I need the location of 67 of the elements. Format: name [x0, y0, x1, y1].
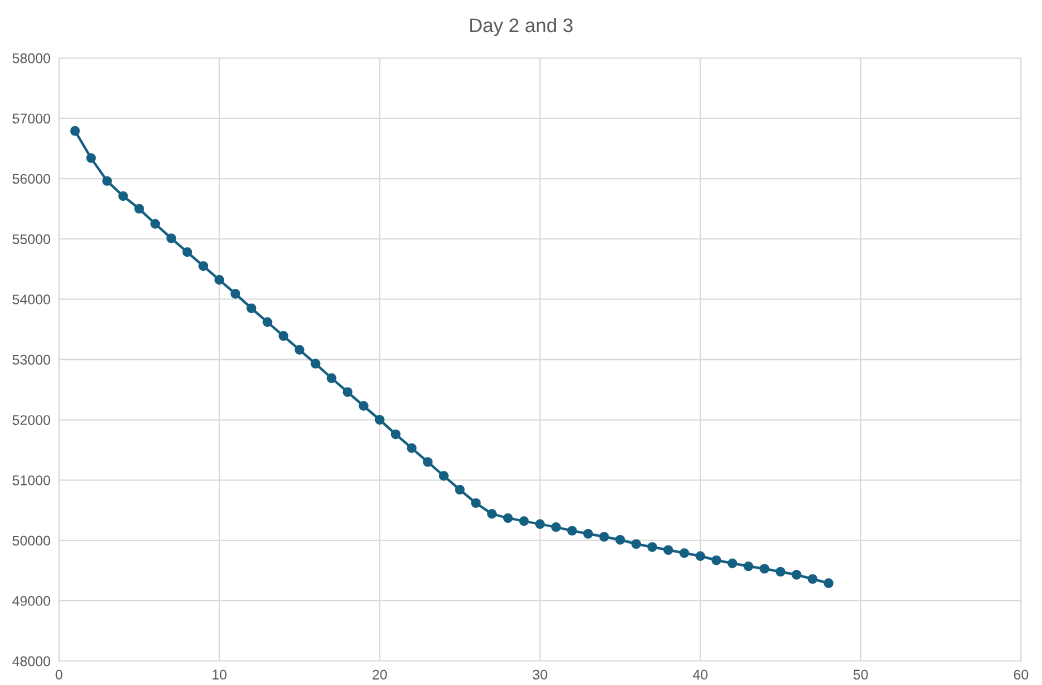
point [374, 414, 385, 425]
y-tick-label: 54000 [12, 294, 51, 305]
point [775, 566, 786, 577]
point [567, 525, 577, 536]
point [807, 574, 818, 584]
x-tick-label: 0 [55, 669, 63, 680]
y-tick-label: 48000 [12, 656, 51, 667]
y-tick-label: 57000 [12, 113, 51, 124]
point [759, 563, 770, 574]
point [823, 578, 834, 589]
x-tick-label: 30 [532, 669, 548, 680]
point [198, 261, 209, 271]
point [86, 153, 96, 163]
point [695, 551, 706, 561]
point [390, 429, 401, 440]
point [214, 275, 225, 285]
point [406, 443, 417, 454]
point [647, 542, 658, 552]
point [182, 247, 193, 258]
point [326, 373, 337, 384]
x-tick-label: 20 [372, 669, 387, 680]
point [519, 516, 529, 526]
y-tick-label: 53000 [12, 354, 51, 365]
point [358, 401, 369, 411]
point [471, 498, 481, 508]
point [535, 519, 545, 529]
point [118, 191, 128, 201]
point [278, 331, 289, 341]
point [102, 176, 112, 186]
point [230, 288, 241, 299]
y-tick-label: 50000 [12, 535, 51, 546]
point [150, 218, 161, 229]
y-tick-label: 51000 [12, 475, 51, 486]
point [342, 387, 353, 397]
point [70, 126, 80, 136]
point [438, 471, 449, 481]
point [310, 358, 321, 369]
point [615, 534, 626, 545]
x-tick-label: 50 [853, 669, 868, 680]
point [663, 545, 674, 555]
point [679, 548, 690, 558]
point [503, 513, 513, 523]
point [246, 303, 257, 314]
point [727, 558, 738, 569]
y-tick-label: 56000 [12, 173, 51, 184]
x-tick-label: 40 [692, 669, 708, 680]
y-tick-label: 52000 [12, 415, 51, 425]
point [487, 509, 497, 519]
point [631, 539, 642, 549]
point [599, 531, 609, 542]
point [711, 555, 722, 566]
point [551, 522, 561, 532]
point [791, 569, 802, 580]
y-tick-label: 55000 [12, 234, 51, 245]
point [262, 317, 273, 327]
point [134, 203, 145, 214]
point [743, 561, 754, 572]
x-tick-label: 60 [1013, 669, 1029, 680]
point [422, 457, 433, 467]
point [583, 528, 593, 539]
y-tick-label: 49000 [12, 596, 51, 606]
point [294, 344, 305, 355]
x-tick-label: 10 [212, 669, 227, 680]
y-tick-label: 58000 [12, 53, 51, 64]
chart-title: Day 2 and 3 [470, 17, 573, 37]
point [166, 233, 177, 244]
point [454, 484, 465, 495]
